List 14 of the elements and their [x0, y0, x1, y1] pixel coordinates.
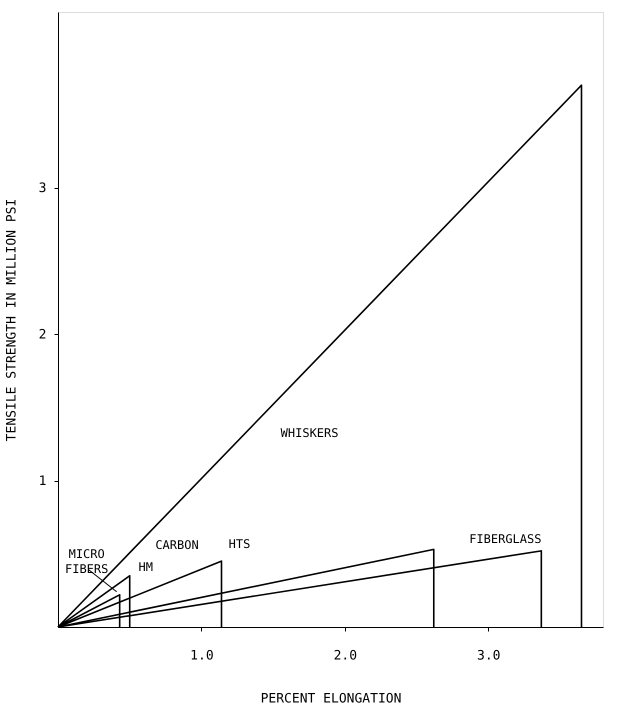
series-label: MICRO FIBERS — [64, 546, 108, 576]
y-tick-label: 3 — [38, 181, 46, 196]
series-label: FIBERGLASS — [469, 532, 542, 546]
y-axis-title: TENSILE STRENGTH IN MILLION PSI — [4, 198, 20, 442]
x-tick-label: 2.0 — [334, 648, 358, 664]
series-label: HTS — [228, 537, 250, 552]
x-tick-label: 3.0 — [477, 648, 501, 664]
annotation: CARBON — [155, 538, 199, 552]
x-axis-title: PERCENT ELONGATION — [260, 692, 402, 706]
y-tick-label: 1 — [38, 474, 46, 490]
x-tick-label: 1.0 — [190, 648, 214, 664]
series-label: HM — [138, 560, 153, 574]
y-tick-label: 2 — [38, 328, 46, 343]
series-label: WHISKERS — [280, 426, 338, 440]
